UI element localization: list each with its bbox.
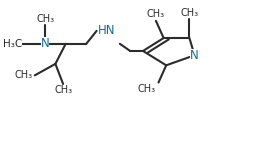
Text: HN: HN: [98, 24, 116, 37]
Text: CH₃: CH₃: [14, 70, 32, 80]
Text: CH₃: CH₃: [147, 9, 165, 19]
Text: N: N: [190, 49, 199, 62]
Text: CH₃: CH₃: [36, 14, 54, 24]
Text: CH₃: CH₃: [54, 85, 72, 95]
Text: H₃C: H₃C: [3, 39, 22, 49]
Text: CH₃: CH₃: [138, 84, 156, 94]
Text: N: N: [41, 37, 49, 50]
Text: CH₃: CH₃: [180, 8, 198, 18]
